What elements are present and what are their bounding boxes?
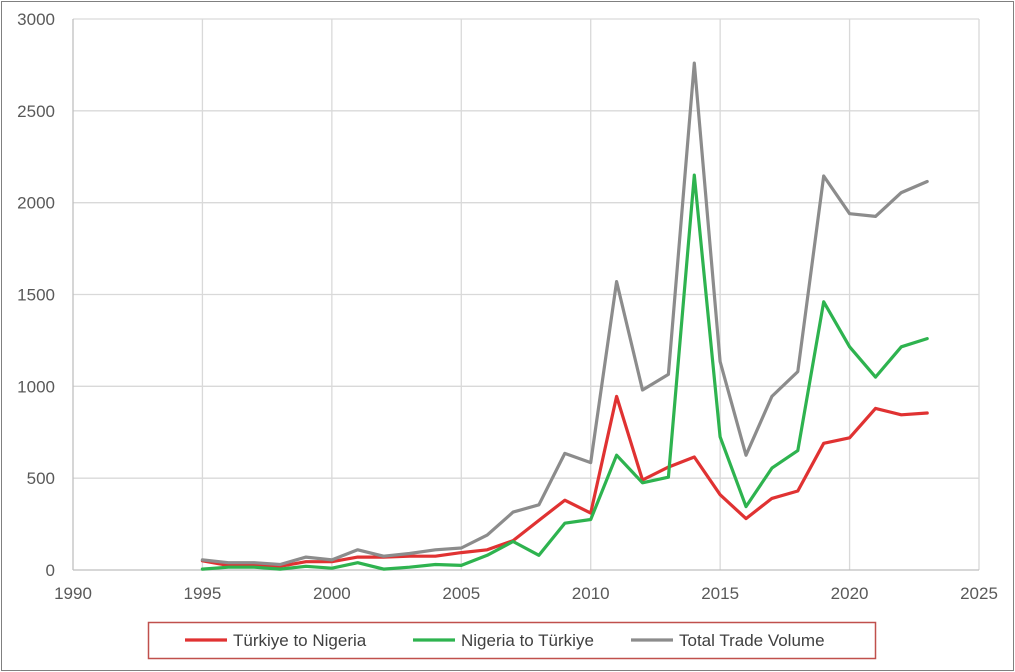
legend-label-3: Total Trade Volume xyxy=(679,631,825,650)
series-line-2 xyxy=(200,173,929,571)
y-tick-label: 2500 xyxy=(17,102,55,121)
series-line-3 xyxy=(200,61,929,567)
x-tick-label: 1990 xyxy=(54,584,92,603)
x-tick-label: 2015 xyxy=(701,584,739,603)
legend: Türkiye to Nigeria Nigeria to Türkiye Tota… xyxy=(147,621,877,660)
y-tick-label: 1000 xyxy=(17,377,55,396)
y-tick-label: 1500 xyxy=(17,286,55,305)
series-layer xyxy=(200,61,929,571)
y-tick-label: 500 xyxy=(27,469,55,488)
x-tick-label: 2025 xyxy=(960,584,998,603)
y-tick-label: 3000 xyxy=(17,10,55,29)
y-tick-label: 0 xyxy=(46,561,55,580)
axis-layer: 0 500 1000 1500 2000 2500 3000 1990 1995 2000 2005… xyxy=(17,10,998,603)
legend-box xyxy=(147,621,877,660)
series-line-1 xyxy=(200,394,929,568)
grid-layer xyxy=(73,18,980,570)
legend-label-1: Türkiye to Nigeria xyxy=(233,631,367,650)
x-tick-label: 2000 xyxy=(313,584,351,603)
x-tick-label: 2010 xyxy=(572,584,610,603)
x-tick-label: 2020 xyxy=(831,584,869,603)
legend-label-2: Nigeria to Türkiye xyxy=(461,631,594,650)
y-tick-label: 2000 xyxy=(17,194,55,213)
x-tick-label: 1995 xyxy=(184,584,222,603)
x-tick-label: 2005 xyxy=(442,584,480,603)
